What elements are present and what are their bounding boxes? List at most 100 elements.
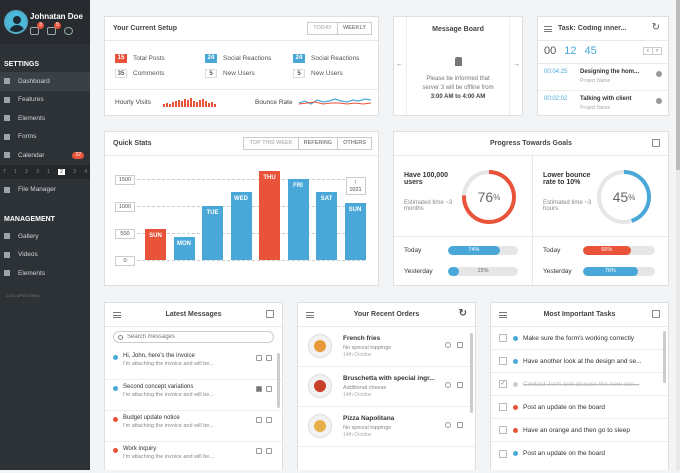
edit-icon[interactable]	[652, 310, 660, 318]
chart-bar[interactable]: THU	[259, 171, 280, 260]
list-item[interactable]: Post an update on the board	[491, 396, 668, 419]
page-scrollbar-track[interactable]	[676, 0, 680, 470]
tab-weekly[interactable]: WEEKLY	[336, 23, 371, 34]
chart-bar[interactable]: MON	[173, 237, 195, 260]
list-item[interactable]: Have an orange and then go to sleep	[491, 419, 668, 442]
task-checkbox-checked[interactable]: ✓	[499, 380, 507, 388]
tab-others[interactable]: OTHERS	[337, 138, 371, 149]
task-checkbox[interactable]	[499, 449, 507, 458]
message-preview: I'm attaching the invoice and will be...	[123, 392, 214, 398]
hourly-bar	[214, 104, 216, 107]
sidebar-item-label: Elements	[18, 114, 46, 122]
sidebar-item-forms[interactable]: Forms	[0, 128, 90, 147]
trash-icon[interactable]	[266, 448, 272, 454]
star-icon[interactable]	[256, 448, 262, 454]
quick-stats-tabs: TOP THIS WEEK REFERING OTHERS	[243, 137, 372, 150]
menu-icon[interactable]	[544, 25, 552, 32]
page-scrollbar-thumb[interactable]	[676, 0, 680, 170]
menu-icon[interactable]	[499, 312, 507, 318]
next-arrow-icon[interactable]: →	[513, 61, 520, 68]
messages-panel: Latest Messages Hi, John, here's the inv…	[104, 302, 283, 470]
chart-bar[interactable]: WED	[230, 192, 252, 260]
calendar-day[interactable]: 1	[47, 168, 50, 175]
trash-icon[interactable]	[457, 422, 463, 428]
calendar-day[interactable]: 7	[3, 168, 6, 175]
collapse-menu-link[interactable]: COLLAPSE MENU	[6, 292, 41, 298]
sidebar-item-dashboard[interactable]: Dashboard	[0, 72, 90, 91]
chart-bar[interactable]: SUN	[145, 228, 166, 260]
menu-icon[interactable]	[306, 312, 314, 318]
task-checkbox[interactable]	[499, 403, 507, 411]
calendar-day[interactable]: 4	[84, 168, 87, 175]
notifications-icon[interactable]: 3	[30, 22, 44, 35]
star-icon[interactable]	[256, 417, 262, 423]
task-checkbox[interactable]	[499, 357, 507, 365]
task-entry[interactable]: 00:02:02 Talking with client Project Nam…	[544, 96, 662, 118]
trash-icon[interactable]	[266, 355, 272, 361]
gear-icon[interactable]	[64, 27, 73, 35]
chart-bar[interactable]: TUE	[202, 206, 223, 260]
list-item[interactable]: Work inquiry I'm attaching the invoice an…	[105, 442, 282, 473]
list-item[interactable]: Pizza Napolitana No special toppings 14th …	[298, 407, 475, 447]
view-icon[interactable]	[445, 342, 451, 348]
list-item[interactable]: French fries No special toppings 14th Octo…	[298, 327, 475, 367]
trash-icon[interactable]	[266, 417, 272, 423]
list-item[interactable]: Make sure the form's working correctly	[491, 327, 668, 350]
tab-top-this-week[interactable]: TOP THIS WEEK	[249, 140, 293, 146]
scrollbar[interactable]	[470, 333, 473, 413]
avatar[interactable]	[4, 10, 28, 34]
edit-icon[interactable]	[652, 139, 660, 147]
task-checkbox[interactable]	[499, 334, 507, 342]
calendar-day[interactable]: 1	[14, 168, 17, 175]
star-icon[interactable]	[256, 386, 262, 392]
chart-bar[interactable]: SAT	[316, 192, 337, 260]
menu-icon[interactable]	[113, 312, 121, 318]
messages-icon[interactable]: 5	[47, 22, 61, 35]
calendar-day[interactable]: 3	[36, 168, 39, 175]
list-item[interactable]: Have another look at the design and se..…	[491, 350, 668, 373]
view-icon[interactable]	[445, 382, 451, 388]
calendar-day[interactable]: 2	[25, 168, 28, 175]
trash-icon[interactable]	[457, 382, 463, 388]
calendar-day[interactable]: 3	[73, 168, 76, 175]
task-entry[interactable]: 00:04:25 Designing the hom... Project Na…	[544, 69, 662, 91]
view-icon[interactable]	[445, 422, 451, 428]
list-item[interactable]: Hi, John, here's the invoice I'm attachin…	[105, 349, 282, 380]
scrollbar[interactable]	[277, 353, 280, 408]
sidebar-item-videos[interactable]: Videos	[0, 246, 90, 265]
sidebar-item-gallery[interactable]: Gallery	[0, 227, 90, 246]
sidebar-item-elements[interactable]: Elements	[0, 109, 90, 128]
chart-bar[interactable]: FRI	[287, 178, 309, 260]
list-item[interactable]: Second concept variations I'm attaching t…	[105, 380, 282, 411]
list-item[interactable]: Budget update notice I'm attaching the in…	[105, 411, 282, 442]
next-icon[interactable]: ›	[652, 48, 661, 54]
task-checkbox[interactable]	[499, 426, 507, 434]
trash-icon[interactable]	[457, 342, 463, 348]
refresh-icon[interactable]: ↻	[458, 308, 467, 319]
sidebar-item-calendar[interactable]: Calendar 22	[0, 146, 90, 165]
settings-icon[interactable]	[656, 71, 662, 77]
calendar-day-selected[interactable]: 2	[58, 168, 65, 175]
trash-icon[interactable]	[266, 386, 272, 392]
refresh-icon[interactable]: ↻	[651, 22, 660, 33]
sidebar-item-file-manager[interactable]: File Manager	[0, 181, 90, 200]
tab-today[interactable]: TODAY	[313, 25, 332, 31]
tab-refering[interactable]: REFERING	[297, 138, 337, 149]
list-item[interactable]: Bruschetta with special ingr... Additiona…	[298, 367, 475, 407]
sidebar-item-elements-2[interactable]: Elements	[0, 264, 90, 283]
list-item[interactable]: Post an update on the board	[491, 442, 668, 465]
task-label: Have another look at the design and se..…	[523, 357, 642, 365]
scrollbar[interactable]	[663, 331, 666, 383]
list-item[interactable]: ✓ Contact Josh and discuss the new con...	[491, 373, 668, 396]
prev-arrow-icon[interactable]: ←	[396, 61, 403, 68]
prev-icon[interactable]: ‹	[647, 48, 649, 54]
star-icon[interactable]	[256, 355, 262, 361]
chart-bar[interactable]: SUN	[344, 203, 366, 260]
sidebar-item-features[interactable]: Features	[0, 91, 90, 110]
settings-icon[interactable]	[656, 98, 662, 104]
orders-panel: Your Recent Orders ↻ French fries No speci…	[297, 302, 476, 470]
search-input[interactable]	[127, 334, 267, 340]
compose-icon[interactable]	[266, 310, 274, 318]
message-preview: I'm attaching the invoice and will be...	[123, 454, 214, 460]
stat-value: 15	[115, 53, 127, 63]
